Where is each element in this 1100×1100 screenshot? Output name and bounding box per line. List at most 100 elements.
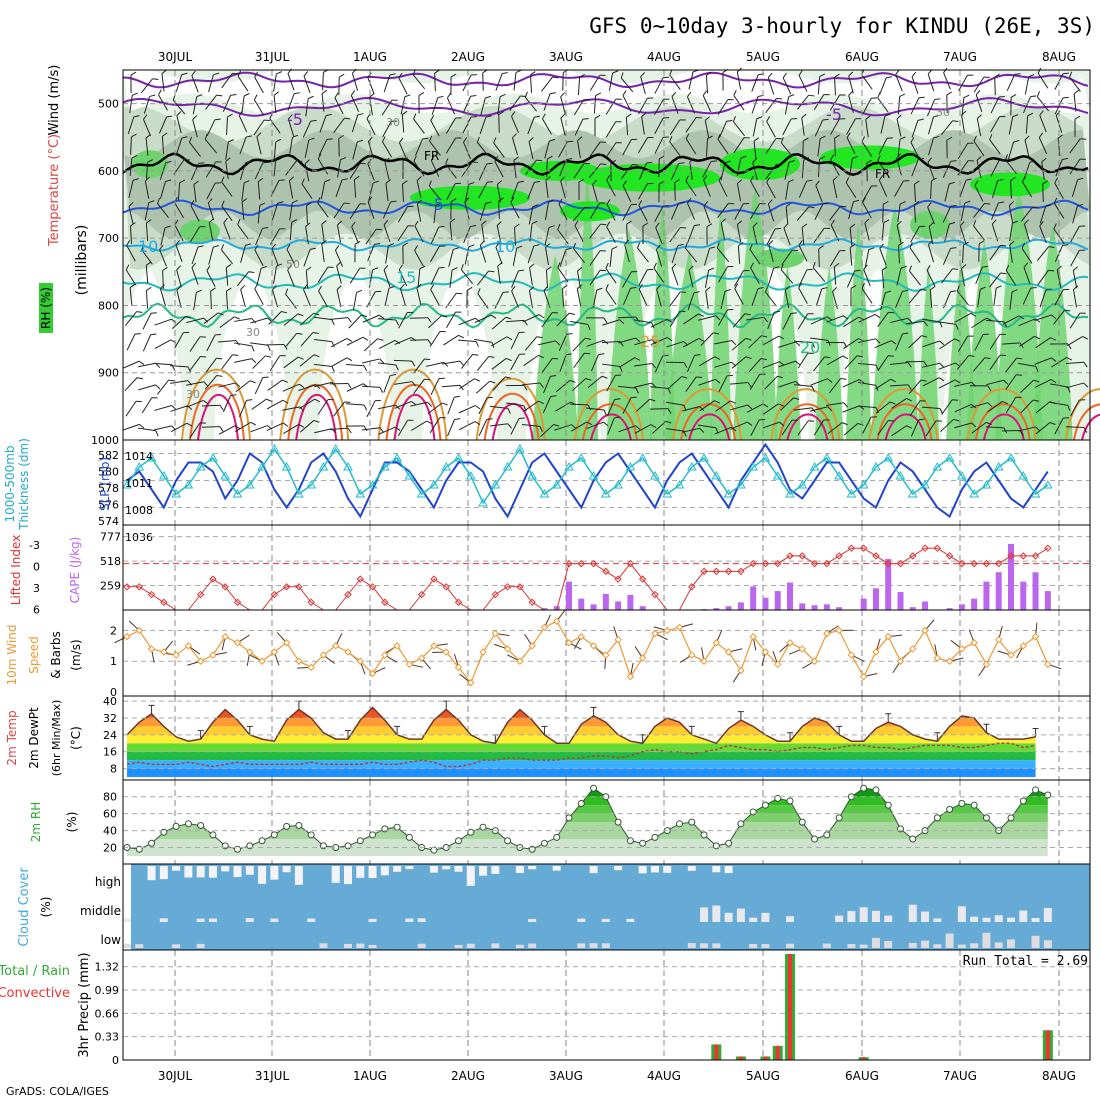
barb-staff [157, 203, 169, 218]
barb-staff [268, 311, 282, 325]
wind-barb [793, 384, 815, 392]
wind-barb [796, 206, 815, 221]
wind-barb [846, 269, 861, 288]
wind-barb [941, 399, 959, 415]
barb-flag [798, 70, 803, 76]
barb-flag [550, 375, 557, 377]
barb-staff [174, 202, 184, 219]
barb-flag [753, 137, 760, 142]
barb-staff [986, 379, 1004, 386]
barb-flag [438, 377, 445, 380]
barb-staff [877, 97, 889, 113]
barb-staff [333, 202, 345, 219]
barb-staff [254, 76, 264, 94]
barb-flag [896, 114, 902, 120]
wind-barb [909, 400, 926, 417]
cloud-mid-gap [577, 918, 586, 922]
cape-bar [1008, 543, 1014, 610]
barb-flag [217, 312, 224, 316]
wind-barb [634, 382, 657, 388]
wind-barb [285, 160, 303, 176]
wind-barb [557, 262, 569, 283]
barb-flag [184, 159, 190, 161]
barb-flag [788, 94, 795, 98]
li-point [307, 598, 315, 606]
barb-flag [264, 119, 270, 121]
wind-barb [382, 120, 398, 138]
cloud-mid-gap [736, 908, 745, 922]
barb-flag [1074, 115, 1081, 120]
wind-barb [336, 220, 343, 243]
li-point [1031, 552, 1040, 560]
cloud-high-gap [589, 866, 598, 874]
barb-staff [862, 97, 872, 115]
barb-staff [666, 341, 684, 348]
thickness-point [736, 479, 746, 489]
barb-flag [699, 406, 705, 411]
barb-staff [413, 378, 425, 394]
barb-staff [462, 74, 472, 92]
wind-barb [402, 180, 408, 202]
barb-flag [587, 404, 592, 411]
li-point [945, 552, 954, 560]
barb-flag [898, 241, 904, 246]
thickness-point [171, 488, 181, 498]
wind-barb [700, 332, 720, 347]
barb-flag [150, 333, 157, 336]
barb-flag [262, 227, 269, 229]
moist-patch [756, 248, 804, 269]
barb-staff [752, 118, 758, 137]
barb-flag [631, 271, 638, 273]
contour-label: -5 [428, 195, 444, 214]
barb-staff [961, 268, 965, 287]
barb-staff [129, 95, 133, 114]
barb-flag [356, 289, 363, 293]
barb-staff [782, 313, 792, 330]
barb-flag [237, 219, 241, 225]
barb-flag [545, 176, 551, 181]
barb-staff [793, 340, 813, 343]
barb-flag [531, 220, 538, 225]
li-point [712, 567, 721, 576]
barb-flag [419, 265, 426, 270]
wind-barb [665, 361, 688, 368]
barb-staff [130, 225, 132, 244]
li-tick-label: 0 [33, 561, 40, 574]
barb-flag [475, 317, 481, 323]
barb-staff [813, 419, 825, 436]
barb-staff [560, 117, 566, 136]
wind-barb [320, 179, 331, 200]
barb-flag [498, 111, 504, 115]
cape-tick-label: 777 [100, 531, 121, 544]
wind-barb [702, 160, 718, 178]
rh-point [872, 786, 880, 794]
wind-barb [1066, 382, 1089, 389]
wind-barb [1010, 176, 1016, 199]
barb-staff [654, 77, 664, 94]
barb-flag [309, 247, 316, 250]
barb-flag [640, 72, 646, 78]
barb-staff [842, 379, 860, 388]
cloud-low-gap [515, 944, 524, 948]
wind-barb [976, 114, 982, 137]
barb-staff [958, 75, 968, 92]
li-point [847, 544, 856, 552]
barb-flag [485, 201, 492, 204]
barb-staff [254, 288, 264, 305]
barb-flag [934, 98, 941, 101]
barb-staff [510, 418, 520, 435]
wind-barb [414, 220, 424, 243]
barb-staff [866, 163, 868, 182]
barb-staff [1069, 158, 1081, 175]
barb-staff [559, 159, 567, 177]
barb-staff [349, 267, 361, 284]
date-label-top: 1AUG [353, 50, 387, 64]
wind-speed-point [859, 672, 868, 681]
rh-legend-swatch [39, 283, 53, 333]
barb-flag [1083, 427, 1088, 433]
barb-staff [461, 354, 473, 369]
barb-flag [546, 266, 552, 271]
barb-flag [155, 430, 159, 437]
barb-staff [321, 243, 325, 262]
barb-staff [384, 288, 390, 306]
